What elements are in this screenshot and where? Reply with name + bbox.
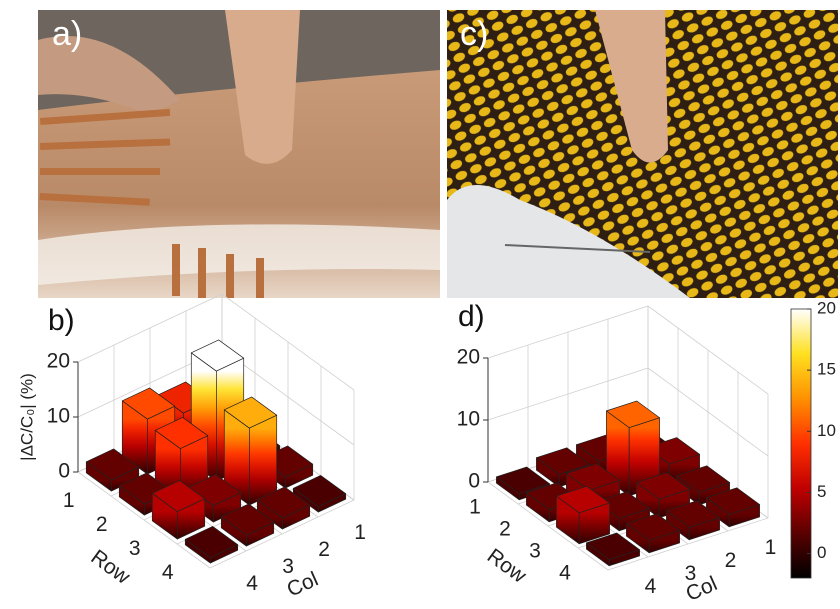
row-label: 2 (499, 518, 511, 541)
bar-top (626, 513, 680, 541)
bar-top (606, 400, 660, 428)
electrodes (39, 108, 264, 298)
bar-top (666, 500, 720, 528)
hand (38, 36, 180, 115)
photo-a: a) (38, 10, 440, 298)
finger (225, 10, 300, 164)
bar-top (151, 480, 206, 512)
bar-top (566, 463, 620, 491)
bar-top (706, 487, 760, 515)
bar (706, 487, 760, 528)
row-label: 4 (559, 562, 571, 585)
colorbar-tick-label: 0 (817, 543, 826, 562)
bar-top (220, 503, 275, 536)
z-tick-label: 20 (47, 350, 70, 373)
panel-label: d) (458, 300, 485, 333)
col-label: 1 (354, 521, 366, 544)
z-tick-label: 0 (468, 470, 480, 493)
row-axis-label: Row (483, 544, 531, 588)
bar (256, 486, 311, 530)
row-label: 3 (129, 537, 141, 560)
bar-top (596, 491, 650, 519)
bar (220, 503, 275, 547)
row-label: 4 (162, 561, 174, 584)
panel-label: b) (48, 304, 75, 337)
bar-top (556, 485, 610, 514)
bar (184, 526, 239, 564)
colorbar-tick-label: 15 (817, 360, 836, 379)
row-label: 3 (529, 540, 541, 563)
z-tick-label: 10 (47, 405, 70, 428)
row-label: 1 (469, 496, 481, 519)
col-label: 3 (282, 555, 294, 578)
bar-top (586, 532, 640, 560)
col-label: 1 (765, 536, 777, 559)
bar-top (292, 475, 347, 507)
z-tick-label: 0 (58, 460, 70, 483)
bar (556, 485, 610, 545)
colorbar-tick-label: 10 (817, 421, 836, 440)
bar-top (184, 526, 239, 558)
bar-top (223, 396, 278, 429)
z-tick-label: 10 (457, 408, 480, 431)
bar-top (121, 387, 176, 420)
z-axis-label: |ΔC/C₀| (%) (17, 373, 36, 461)
bar (85, 448, 140, 492)
bar-top (496, 466, 550, 494)
panel-label: a) (52, 15, 82, 53)
z-tick-label: 20 (457, 346, 480, 369)
floor-grid (209, 499, 355, 569)
col-label: 4 (246, 572, 258, 595)
colorbar-tick-label: 5 (817, 482, 826, 501)
panel-label: c) (460, 15, 488, 53)
bar (626, 513, 680, 554)
floor-grid (607, 517, 769, 571)
bar (586, 532, 640, 567)
sensor-edge (504, 244, 651, 253)
grid-line (487, 305, 769, 395)
row-label: 2 (96, 513, 108, 536)
bar-top (256, 486, 311, 519)
bar (666, 500, 720, 541)
grid-line (77, 293, 355, 391)
bar-top (536, 447, 590, 475)
colorbar (790, 308, 812, 579)
grid-line (487, 367, 769, 457)
bar-top (154, 417, 209, 449)
bar-top (190, 339, 245, 372)
col-label: 2 (725, 549, 737, 572)
bar-top (676, 465, 730, 493)
col-label: 2 (318, 538, 330, 561)
photo-c: c) (447, 10, 838, 298)
row-axis-label: Row (87, 545, 135, 589)
bar-top (636, 472, 690, 500)
col-label: 4 (645, 575, 657, 598)
bar (151, 480, 206, 540)
bar-top (85, 448, 140, 481)
bar-front (249, 414, 278, 506)
glare (38, 224, 440, 285)
bar (223, 396, 278, 506)
row-label: 1 (63, 489, 75, 512)
col-label: 3 (685, 562, 697, 585)
colorbar-tick-label: 20 (817, 298, 836, 317)
finger (595, 10, 668, 163)
